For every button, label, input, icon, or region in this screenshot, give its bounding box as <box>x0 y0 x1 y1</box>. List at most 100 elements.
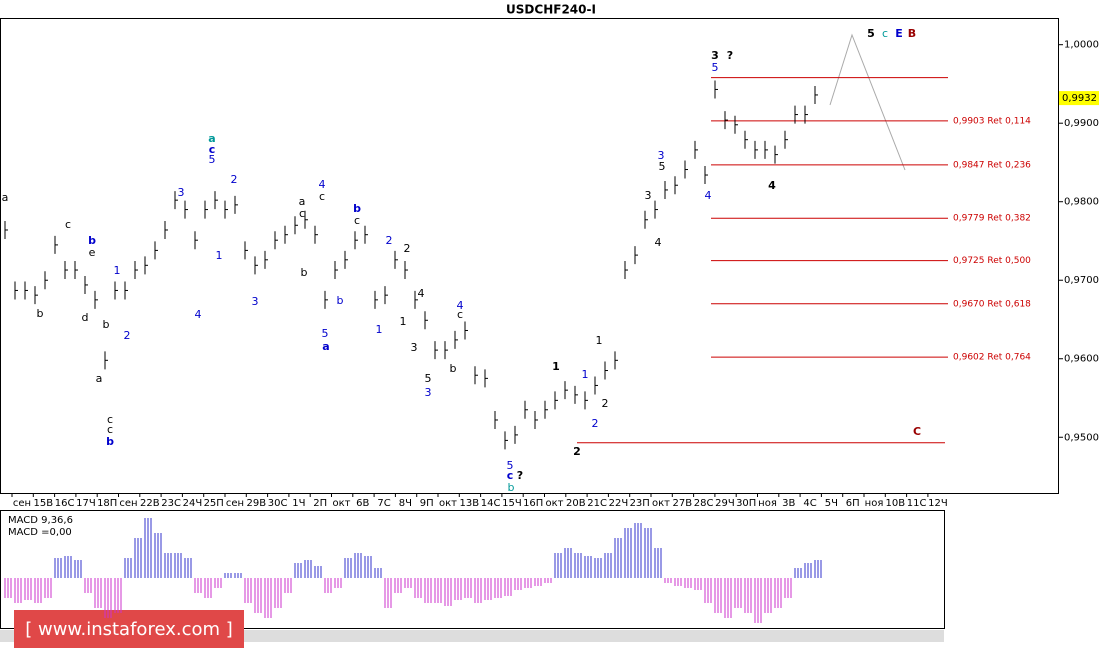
x-tick-label: 30С <box>268 498 288 509</box>
wave-label: c <box>107 423 113 436</box>
wave-label: 3 <box>425 386 432 399</box>
wave-label: 5 <box>322 327 329 340</box>
wave-label: c <box>107 413 113 426</box>
y-tick-label: 0,9500 <box>1064 432 1099 443</box>
wave-label: C <box>913 425 921 438</box>
projection <box>829 33 906 171</box>
x-tick-label: ноя <box>865 498 884 509</box>
chart-title: USDCHF240-I <box>506 3 596 17</box>
wave-label: E <box>895 27 903 40</box>
wave-label: d <box>82 311 89 324</box>
macd-value: MACD =0,00 <box>8 527 72 538</box>
wave-label: 3 <box>658 149 665 162</box>
x-tick-label: 13В <box>460 498 480 509</box>
x-tick-label: окт <box>652 498 670 509</box>
y-tick-label: 0,9600 <box>1064 354 1099 365</box>
x-tick-label: 21С <box>587 498 607 509</box>
watermark-box <box>14 610 244 648</box>
wave-label: 5 <box>867 27 875 40</box>
fib-label: 0,9602 Ret 0,764 <box>953 353 1031 363</box>
x-tick-label: сен <box>119 498 137 509</box>
fib-label: 0,9670 Ret 0,618 <box>953 299 1031 309</box>
x-tick-label: 22В <box>140 498 160 509</box>
wave-label: 1 <box>596 334 603 347</box>
x-tick-label: 10В <box>886 498 906 509</box>
wave-label: 5 <box>507 459 514 472</box>
x-tick-label: 17Ч <box>76 498 96 509</box>
fib-label: 0,9903 Ret 0,114 <box>953 116 1031 126</box>
wave-label: a <box>96 372 103 385</box>
x-tick-label: окт <box>546 498 564 509</box>
wave-label: 2 <box>592 417 599 430</box>
x-tick-label: 14С <box>481 498 501 509</box>
x-tick-label: ноя <box>758 498 777 509</box>
wave-label: ? <box>727 49 733 62</box>
wave-label: a <box>2 191 9 204</box>
x-tick-label: 6П <box>846 498 860 509</box>
wave-label: 5 <box>425 372 432 385</box>
x-tick-label: 16П <box>523 498 543 509</box>
wave-label: b <box>508 481 515 494</box>
x-tick-label: 7С <box>377 498 390 509</box>
x-tick-label: 4С <box>803 498 816 509</box>
wave-label: c <box>65 218 71 231</box>
wave-label: 2 <box>602 397 609 410</box>
wave-label: 2 <box>231 173 238 186</box>
wave-label: 2 <box>573 445 581 458</box>
x-tick-label: окт <box>439 498 457 509</box>
y-tick-label: 1,0000 <box>1064 40 1099 51</box>
wave-label: a <box>208 132 215 145</box>
x-tick-label: 1Ч <box>292 498 305 509</box>
x-tick-label: 23П <box>630 498 650 509</box>
fib-label: 0,9779 Ret 0,382 <box>953 214 1031 224</box>
wave-label: 1 <box>216 249 223 262</box>
x-tick-label: 27В <box>673 498 693 509</box>
wave-label: 1 <box>114 264 121 277</box>
current-price-label: 0,9932 <box>1062 93 1097 104</box>
wave-label: c <box>299 207 305 220</box>
wave-label: c <box>354 214 360 227</box>
wave-label: 3 <box>645 189 652 202</box>
wave-label: b <box>337 294 344 307</box>
x-tick-label: окт <box>333 498 351 509</box>
x-tick-label: 2П <box>313 498 327 509</box>
wave-label: c <box>882 27 888 40</box>
x-tick-label: 11С <box>907 498 927 509</box>
x-tick-label: 9П <box>420 498 434 509</box>
watermark: [ www.instaforex.com ] <box>25 619 233 640</box>
x-tick-label: 20В <box>566 498 586 509</box>
macd-title: MACD 9,36,6 <box>8 515 73 526</box>
macd-panel <box>0 510 945 629</box>
wave-label: 1 <box>376 323 383 336</box>
wave-label: 4 <box>457 299 464 312</box>
wave-label: b <box>450 362 457 375</box>
x-tick-label: 24Ч <box>183 498 203 509</box>
wave-label: c <box>209 143 216 156</box>
wave-label: 4 <box>705 189 712 202</box>
y-tick-label: 0,9900 <box>1064 118 1099 129</box>
wave-label: B <box>908 27 916 40</box>
x-tick-label: 29В <box>247 498 267 509</box>
wave-label: 1 <box>552 360 560 373</box>
wave-label: 4 <box>195 308 202 321</box>
wave-label: c <box>457 308 463 321</box>
wave-label: 4 <box>319 178 326 191</box>
wave-label: 2 <box>404 242 411 255</box>
wave-label: c <box>319 190 325 203</box>
x-tick-label: 25П <box>204 498 224 509</box>
wave-label: 2 <box>386 234 393 247</box>
wave-label: 4 <box>768 179 776 192</box>
wave-label: 3 <box>411 341 418 354</box>
wave-label: 3 <box>178 186 185 199</box>
wave-label: 1 <box>400 315 407 328</box>
price-panel <box>0 18 1059 494</box>
x-tick-label: 8Ч <box>399 498 412 509</box>
wave-label: 1 <box>582 368 589 381</box>
wave-label: 5 <box>209 153 216 166</box>
fib-label: 0,9725 Ret 0,500 <box>953 256 1031 266</box>
wave-label: b <box>103 318 110 331</box>
wave-label: 4 <box>418 287 425 300</box>
wave-label: 5 <box>659 160 666 173</box>
current-price-box <box>1059 91 1099 106</box>
